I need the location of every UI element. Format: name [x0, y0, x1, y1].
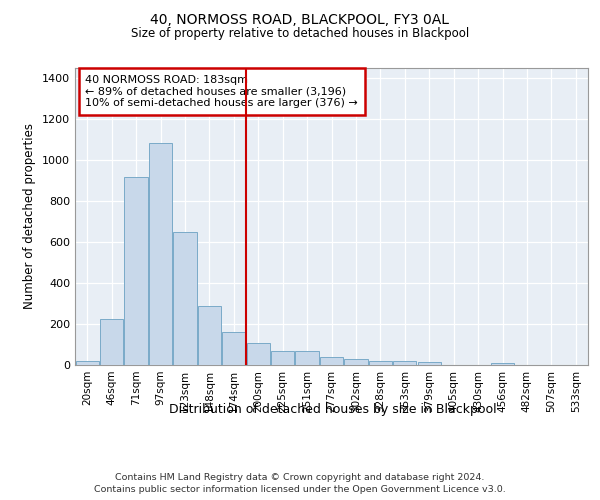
Bar: [76, 361, 99, 365]
Bar: [173, 232, 197, 365]
Bar: [418, 362, 441, 365]
Bar: [295, 350, 319, 365]
Text: Contains public sector information licensed under the Open Government Licence v3: Contains public sector information licen…: [94, 485, 506, 494]
Text: Distribution of detached houses by size in Blackpool: Distribution of detached houses by size …: [169, 402, 497, 415]
Bar: [149, 144, 172, 365]
Bar: [369, 361, 392, 365]
Bar: [271, 350, 294, 365]
Bar: [491, 363, 514, 365]
Text: Contains HM Land Registry data © Crown copyright and database right 2024.: Contains HM Land Registry data © Crown c…: [115, 472, 485, 482]
Bar: [100, 319, 123, 365]
Bar: [247, 344, 270, 365]
Bar: [198, 306, 221, 365]
Text: 40 NORMOSS ROAD: 183sqm
← 89% of detached houses are smaller (3,196)
10% of semi: 40 NORMOSS ROAD: 183sqm ← 89% of detache…: [85, 75, 358, 108]
Text: Size of property relative to detached houses in Blackpool: Size of property relative to detached ho…: [131, 28, 469, 40]
Bar: [222, 332, 245, 365]
Y-axis label: Number of detached properties: Number of detached properties: [23, 123, 37, 309]
Bar: [320, 357, 343, 365]
Bar: [393, 361, 416, 365]
Bar: [344, 360, 368, 365]
Bar: [124, 178, 148, 365]
Text: 40, NORMOSS ROAD, BLACKPOOL, FY3 0AL: 40, NORMOSS ROAD, BLACKPOOL, FY3 0AL: [151, 12, 449, 26]
